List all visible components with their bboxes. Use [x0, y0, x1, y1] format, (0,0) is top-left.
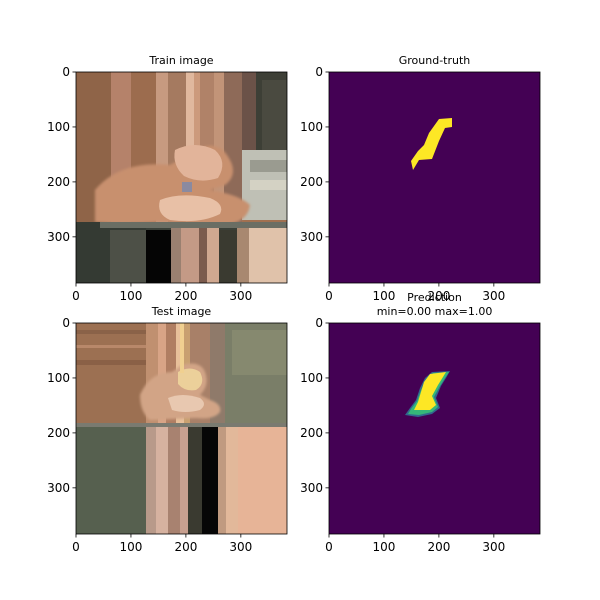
y-axis: 0 100 200 300 — [47, 316, 76, 495]
y-tick-label: 300 — [47, 481, 70, 495]
x-tick-label: 0 — [325, 540, 333, 554]
train-image — [76, 72, 287, 283]
mask-foreground — [414, 372, 446, 410]
y-tick-label: 200 — [300, 426, 323, 440]
x-tick-label: 300 — [229, 540, 252, 554]
y-tick-label: 200 — [47, 175, 70, 189]
panel-test-image: Test image — [47, 305, 288, 554]
x-tick-label: 300 — [229, 289, 252, 303]
y-tick-label: 200 — [47, 426, 70, 440]
x-axis: 0 100 200 300 — [325, 283, 505, 303]
x-tick-label: 200 — [427, 540, 450, 554]
axes-frame — [75, 322, 288, 535]
y-tick-label: 300 — [300, 481, 323, 495]
y-tick-label: 200 — [300, 175, 323, 189]
y-tick-label: 0 — [315, 316, 323, 330]
y-tick-label: 300 — [300, 230, 323, 244]
axes-frame — [75, 71, 288, 284]
axes-frame — [328, 322, 541, 535]
x-tick-label: 0 — [72, 289, 80, 303]
test-image — [76, 323, 287, 534]
mask-foreground — [411, 118, 452, 170]
panel-title: Ground-truth — [399, 54, 471, 67]
y-axis: 0 100 200 300 — [300, 316, 329, 495]
x-tick-label: 200 — [427, 289, 450, 303]
panel-ground-truth: Ground-truth 0 100 200 300 0 100 200 300 — [300, 54, 541, 303]
panel-title: Prediction — [407, 291, 462, 304]
x-tick-label: 100 — [372, 289, 395, 303]
y-tick-label: 100 — [300, 120, 323, 134]
y-tick-label: 100 — [47, 371, 70, 385]
x-tick-label: 100 — [119, 289, 142, 303]
y-tick-label: 300 — [47, 230, 70, 244]
x-tick-label: 0 — [325, 289, 333, 303]
x-tick-label: 200 — [174, 289, 197, 303]
x-tick-label: 300 — [482, 289, 505, 303]
axes-frame — [328, 71, 541, 284]
y-tick-label: 0 — [62, 316, 70, 330]
x-tick-label: 100 — [119, 540, 142, 554]
y-tick-label: 0 — [62, 65, 70, 79]
y-tick-label: 100 — [47, 120, 70, 134]
panel-title: Test image — [151, 305, 212, 318]
y-tick-label: 100 — [300, 371, 323, 385]
x-tick-label: 100 — [372, 540, 395, 554]
panel-prediction: Prediction min=0.00 max=1.00 0100200300 … — [300, 291, 541, 554]
mask-background — [329, 323, 540, 534]
x-axis: 0 100 200 300 — [325, 534, 505, 554]
x-axis: 0 100 200 300 — [72, 283, 252, 303]
x-axis: 0 100 200 300 — [72, 534, 252, 554]
y-axis: 0 100 200 300 — [300, 65, 329, 244]
panel-train-image: Train image — [47, 54, 288, 303]
y-tick-label: 0 — [315, 65, 323, 79]
panel-title: Train image — [148, 54, 213, 67]
mask-background — [329, 72, 540, 283]
panel-subtitle: min=0.00 max=1.00 — [377, 305, 493, 318]
x-tick-label: 0 — [72, 540, 80, 554]
x-tick-label: 300 — [482, 540, 505, 554]
y-axis: 0 100 200 300 — [47, 65, 76, 244]
x-tick-label: 200 — [174, 540, 197, 554]
